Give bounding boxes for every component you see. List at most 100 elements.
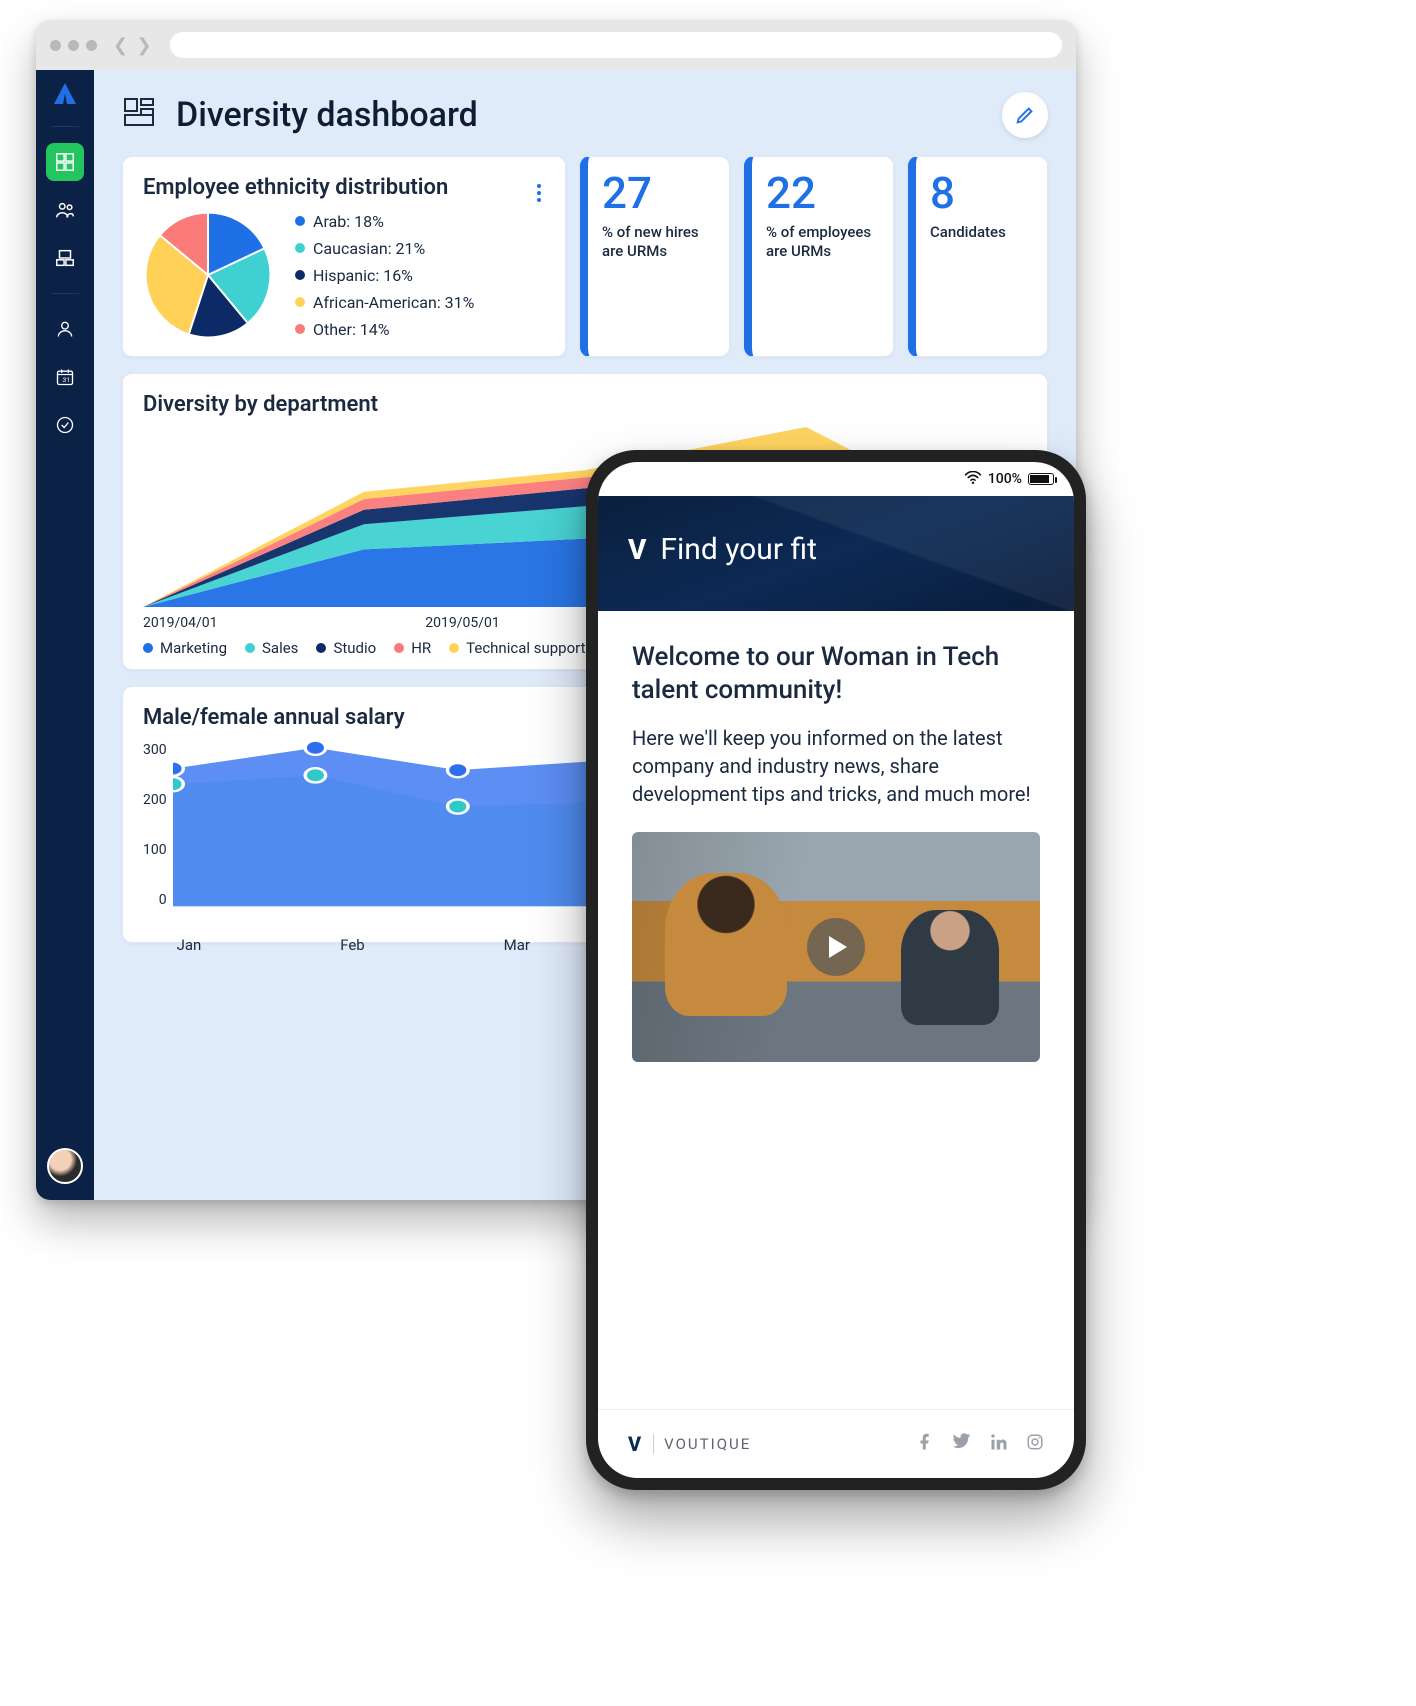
hero-title: Find your fit [660,532,816,567]
sidebar-item-profile[interactable] [46,310,84,348]
brand-logo-icon: V [628,1432,643,1456]
minimize-dot[interactable] [68,40,79,51]
zoom-dot[interactable] [86,40,97,51]
brand-logo-icon: V [628,533,646,566]
stat-card-1: 22 % of employees are URMs [744,156,894,357]
x-tick: 2019/05/01 [425,615,500,631]
stat-label: % of employees are URMs [766,223,879,261]
pie-chart [143,210,273,340]
legend-color-dot [394,643,404,653]
card-title: Employee ethnicity distribution [143,175,448,200]
pencil-icon [1014,104,1036,126]
phone-mockup: 100% V Find your fit Welcome to our Woma… [586,450,1086,1490]
stat-label: % of new hires are URMs [602,223,715,261]
legend-label: HR [411,639,431,657]
phone-screen: 100% V Find your fit Welcome to our Woma… [598,462,1074,1478]
phone-statusbar: 100% [598,462,1074,496]
y-tick: 0 [143,892,167,908]
sidebar-item-dashboard[interactable] [46,143,84,181]
brand-name: VOUTIQUE [664,1435,751,1453]
y-tick: 100 [143,842,167,858]
footer-brand: V VOUTIQUE [628,1432,751,1456]
legend-label: Caucasian: 21% [313,239,425,258]
battery-icon [1028,473,1054,485]
facebook-icon[interactable] [916,1433,934,1455]
welcome-heading: Welcome to our Woman in Tech talent comm… [632,641,1040,706]
y-tick: 200 [143,792,167,808]
page-title: Diversity dashboard [176,95,478,135]
stat-value: 27 [602,171,715,215]
welcome-body: Here we'll keep you informed on the late… [632,724,1040,808]
window-controls[interactable] [50,40,97,51]
salary-y-axis: 300 200 100 0 [143,740,173,930]
stat-card-0: 27 % of new hires are URMs [580,156,730,357]
sidebar: 31 [36,70,94,1200]
legend-color-dot [295,297,305,307]
legend-item: HR [394,639,431,657]
pie-legend: Arab: 18% Caucasian: 21% Hispanic: 16% Afri… [295,212,474,339]
social-links [916,1433,1044,1455]
edit-button[interactable] [1002,92,1048,138]
instagram-icon[interactable] [1026,1433,1044,1455]
legend-color-dot [316,643,326,653]
legend-item: Hispanic: 16% [295,266,474,285]
legend-color-dot [295,243,305,253]
x-tick: Jan [177,936,202,954]
browser-titlebar: ❮ ❯ [36,20,1076,70]
legend-item: Marketing [143,639,227,657]
battery-pct: 100% [988,471,1022,487]
svg-text:31: 31 [63,376,70,384]
legend-label: Other: 14% [313,320,390,339]
sidebar-item-calendar[interactable]: 31 [46,358,84,396]
stat-card-2: 8 Candidates [908,156,1048,357]
sidebar-item-org[interactable] [46,239,84,277]
x-tick: 2019/04/01 [143,615,218,631]
legend-item: Technical support [449,639,585,657]
stat-label: Candidates [930,223,1033,242]
close-dot[interactable] [50,40,61,51]
legend-item: Arab: 18% [295,212,474,231]
legend-item: Sales [245,639,298,657]
user-avatar[interactable] [47,1148,83,1184]
sidebar-separator [51,126,79,127]
x-tick: Mar [504,936,530,954]
stat-value: 22 [766,171,879,215]
legend-color-dot [295,324,305,334]
legend-label: African-American: 31% [313,293,474,312]
legend-color-dot [295,216,305,226]
stat-value: 8 [930,171,1033,215]
twitter-icon[interactable] [952,1433,972,1455]
phone-body: Welcome to our Woman in Tech talent comm… [598,611,1074,1409]
nav-arrows-icon[interactable]: ❮ ❯ [113,35,154,56]
app-logo-icon [50,80,80,110]
layout-icon [122,95,158,135]
phone-footer: V VOUTIQUE [598,1409,1074,1478]
play-icon [807,918,865,976]
linkedin-icon[interactable] [990,1433,1008,1455]
x-tick: Feb [340,936,365,954]
card-menu-button[interactable] [533,180,545,206]
legend-item: Other: 14% [295,320,474,339]
legend-label: Studio [333,639,376,657]
separator [653,1434,654,1454]
phone-hero: V Find your fit [598,496,1074,611]
url-bar[interactable] [170,32,1062,58]
card-title: Diversity by department [143,392,1027,417]
ethnicity-card: Employee ethnicity distribution Arab: 18… [122,156,566,357]
legend-label: Sales [262,639,298,657]
sidebar-separator [51,293,79,294]
legend-item: Studio [316,639,376,657]
video-thumbnail[interactable] [632,832,1040,1062]
legend-label: Hispanic: 16% [313,266,413,285]
legend-color-dot [245,643,255,653]
y-tick: 300 [143,742,167,758]
legend-label: Arab: 18% [313,212,384,231]
legend-item: Caucasian: 21% [295,239,474,258]
sidebar-item-people[interactable] [46,191,84,229]
wifi-icon [964,470,982,489]
legend-label: Technical support [466,639,585,657]
legend-color-dot [143,643,153,653]
sidebar-item-tasks[interactable] [46,406,84,444]
legend-label: Marketing [160,639,227,657]
legend-color-dot [295,270,305,280]
